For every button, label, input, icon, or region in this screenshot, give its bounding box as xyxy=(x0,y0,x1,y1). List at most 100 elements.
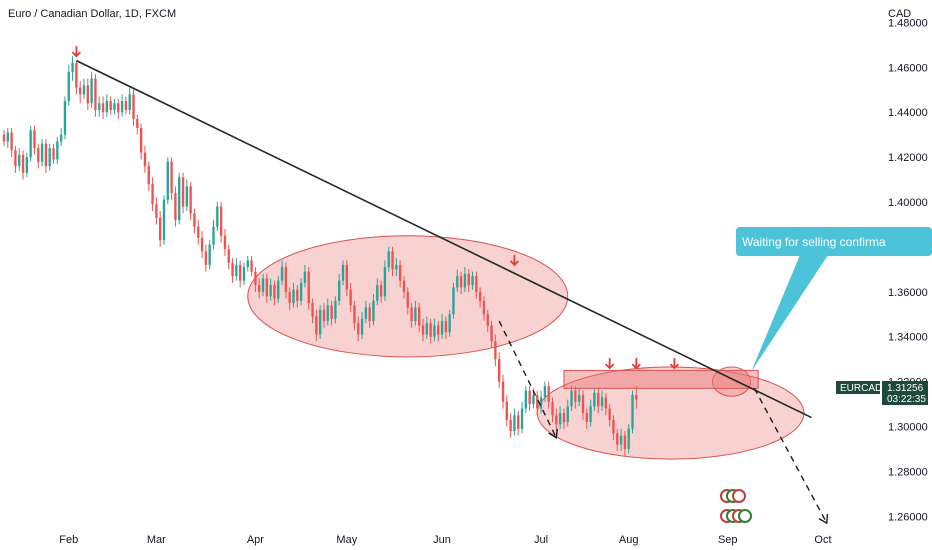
candle-body xyxy=(475,276,478,292)
candle xyxy=(200,231,204,259)
chart-title: Euro / Canadian Dollar, 1D, FXCM xyxy=(8,8,176,20)
candle xyxy=(44,139,48,173)
candle xyxy=(589,399,592,427)
candle xyxy=(170,157,173,200)
candle-body xyxy=(52,148,55,160)
candle xyxy=(513,408,516,436)
candle xyxy=(345,260,348,297)
candle xyxy=(353,300,356,330)
candle-body xyxy=(627,428,630,449)
candle xyxy=(29,125,32,162)
candle xyxy=(181,172,185,214)
candle xyxy=(597,388,600,414)
candle xyxy=(349,282,352,313)
candle xyxy=(395,258,398,277)
xtick-label: Apr xyxy=(247,534,264,546)
candle xyxy=(147,161,150,191)
event-icons[interactable] xyxy=(720,489,752,523)
candle-body xyxy=(124,101,128,110)
candle-body xyxy=(395,264,398,270)
candle xyxy=(231,258,234,283)
projection-arrowhead-0 xyxy=(548,428,559,439)
xtick-label: Sep xyxy=(718,534,738,546)
candle-body xyxy=(151,184,154,205)
ytick-label: 1.42000 xyxy=(888,152,928,164)
candle-body xyxy=(59,134,63,142)
price-tag-bg xyxy=(882,381,928,405)
candle xyxy=(59,127,63,146)
candle-body xyxy=(204,251,208,265)
candle xyxy=(40,139,44,167)
candle-body xyxy=(189,186,192,214)
projection-arrow-1 xyxy=(753,388,828,524)
candle-body xyxy=(200,237,204,252)
candle-body xyxy=(364,307,368,319)
candle xyxy=(623,431,627,456)
annotation-callout[interactable]: Waiting for selling confirma xyxy=(736,227,932,372)
candle xyxy=(48,143,51,171)
candle xyxy=(318,305,322,339)
candle-body xyxy=(48,148,51,167)
candle xyxy=(117,98,120,119)
candle-body xyxy=(219,206,223,236)
candle-body xyxy=(608,408,611,420)
annotation-text: Waiting for selling confirma xyxy=(742,235,886,249)
event-icon[interactable] xyxy=(738,509,752,523)
candle xyxy=(528,386,531,411)
candle-body xyxy=(555,415,558,425)
price-tag[interactable]: EURCAD 1.31256 03:22:35 xyxy=(836,381,928,405)
candle xyxy=(254,267,257,292)
candle xyxy=(18,148,21,171)
candle-body xyxy=(197,226,200,238)
candle xyxy=(551,397,554,423)
candle-body xyxy=(467,273,470,286)
candle xyxy=(299,278,303,306)
red-arrow-head xyxy=(71,51,82,58)
candle-body xyxy=(589,406,592,423)
candle-body xyxy=(29,130,32,158)
candle-body xyxy=(10,132,13,151)
candle-body xyxy=(178,177,181,220)
candle-body xyxy=(425,323,428,335)
event-icon[interactable] xyxy=(732,489,746,503)
candle-body xyxy=(616,433,619,445)
candle-body xyxy=(315,316,318,335)
candle-body xyxy=(456,276,459,288)
candle-body xyxy=(372,300,375,322)
candle xyxy=(136,114,139,135)
candle xyxy=(315,309,318,342)
candle-body xyxy=(402,280,406,292)
candle xyxy=(269,278,272,301)
candle xyxy=(478,287,482,308)
candle xyxy=(311,298,314,324)
candle xyxy=(364,300,368,324)
candle xyxy=(204,244,208,272)
candle xyxy=(322,303,326,328)
candle-body xyxy=(619,435,623,445)
arrows-layer xyxy=(71,46,680,370)
callout-pointer xyxy=(751,255,828,372)
candle xyxy=(71,56,74,81)
candle xyxy=(536,390,539,416)
candle-body xyxy=(581,395,585,414)
candle-body xyxy=(326,305,329,322)
candle xyxy=(258,278,261,299)
ytick-label: 1.36000 xyxy=(888,287,928,299)
candle-body xyxy=(414,307,417,322)
candle-body xyxy=(75,62,78,88)
candle xyxy=(501,374,505,409)
candle-body xyxy=(296,289,299,301)
candle xyxy=(547,381,550,409)
candle-body xyxy=(440,321,444,335)
candle-body xyxy=(623,435,627,449)
candle xyxy=(212,220,215,250)
candle-body xyxy=(216,206,219,227)
candle-body xyxy=(406,291,409,308)
candle-body xyxy=(109,101,112,110)
candle-body xyxy=(421,325,425,335)
candle-body xyxy=(193,213,196,227)
candle xyxy=(52,143,55,164)
candle xyxy=(79,80,82,104)
